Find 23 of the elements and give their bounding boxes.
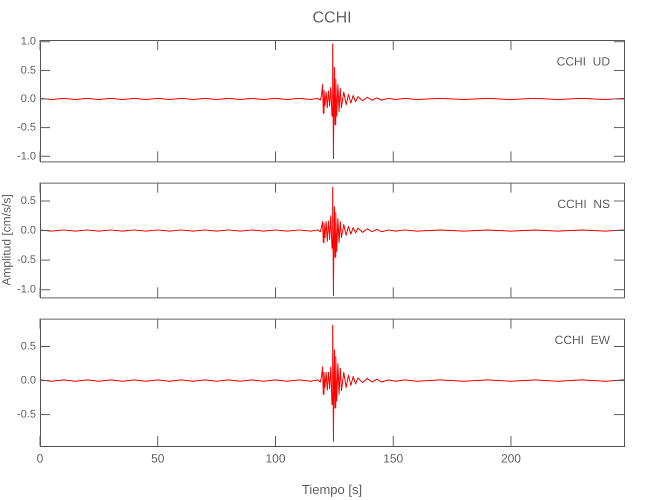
y-tick-label: 1.0 bbox=[20, 36, 36, 48]
y-tick-label: 0.5 bbox=[20, 194, 36, 207]
y-tick-label: 0.0 bbox=[20, 224, 36, 237]
annotation: CCHI UD bbox=[556, 54, 610, 68]
y-tick-label: -0.5 bbox=[17, 254, 36, 266]
y-tick-label: -0.5 bbox=[17, 122, 36, 134]
y-tick-label: 0.5 bbox=[20, 64, 36, 76]
chart-title: CCHI bbox=[312, 9, 352, 26]
x-tick-label: 150 bbox=[383, 452, 404, 466]
x-tick-label: 100 bbox=[265, 452, 286, 466]
y-tick-label: 0.5 bbox=[20, 340, 36, 353]
x-tick-label: 50 bbox=[151, 452, 165, 466]
y-axis-title: Amplitud [cm/s/s] bbox=[0, 194, 14, 286]
x-tick-label: 0 bbox=[36, 452, 44, 466]
x-tick-label: 200 bbox=[500, 452, 522, 466]
x-axis-title: Tiempo [s] bbox=[302, 482, 362, 497]
y-tick-label: -0.5 bbox=[17, 408, 36, 421]
annotation: CCHI EW bbox=[554, 332, 611, 347]
y-tick-label: 0.0 bbox=[20, 374, 36, 387]
y-tick-label: 0.0 bbox=[20, 93, 36, 106]
y-tick-label: -1.0 bbox=[17, 150, 36, 162]
y-tick-label: -1.0 bbox=[17, 284, 36, 296]
annotation: CCHI NS bbox=[557, 196, 610, 211]
